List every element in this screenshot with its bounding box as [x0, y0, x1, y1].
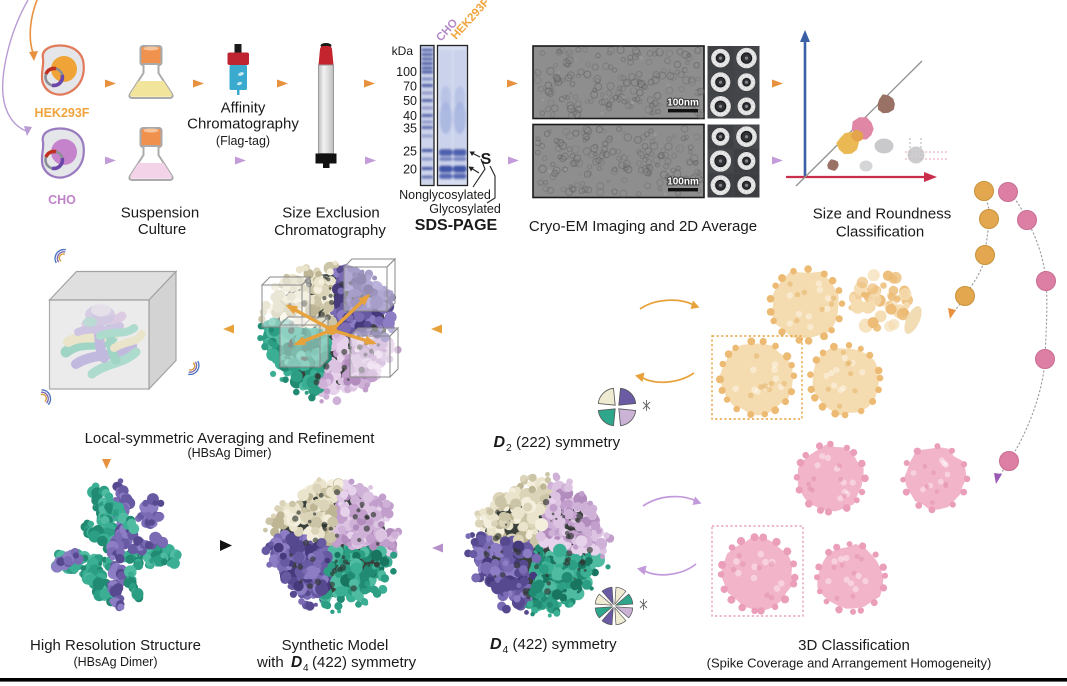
svg-text:20: 20 — [403, 163, 417, 177]
svg-text:50: 50 — [403, 94, 417, 108]
svg-text:70: 70 — [403, 80, 417, 94]
svg-text:100nm: 100nm — [667, 177, 699, 188]
svg-text:100: 100 — [396, 65, 417, 79]
svg-text:Nonglycosylated: Nonglycosylated — [399, 188, 491, 202]
svg-text:Culture: Culture — [138, 221, 186, 238]
svg-text:D: D — [494, 434, 506, 451]
svg-text:High Resolution Structure: High Resolution Structure — [30, 637, 201, 654]
svg-text:D: D — [291, 654, 302, 671]
svg-text:4: 4 — [303, 663, 309, 674]
svg-text:(HBsAg Dimer): (HBsAg Dimer) — [187, 446, 271, 460]
svg-text:(422) symmetry: (422) symmetry — [513, 636, 618, 653]
svg-text:SDS-PAGE: SDS-PAGE — [415, 217, 498, 234]
svg-text:D: D — [490, 636, 502, 653]
svg-text:(Flag-tag): (Flag-tag) — [216, 134, 270, 148]
svg-text:(222) symmetry: (222) symmetry — [516, 434, 621, 451]
svg-text:35: 35 — [403, 122, 417, 136]
svg-text:100nm: 100nm — [667, 98, 699, 109]
svg-text:Cryo-EM Imaging and 2D Average: Cryo-EM Imaging and 2D Average — [529, 218, 757, 235]
svg-text:S: S — [481, 151, 492, 168]
svg-text:(Spike Coverage and Arrangemen: (Spike Coverage and Arrangement Homogene… — [707, 656, 992, 671]
svg-text:(HBsAg Dimer): (HBsAg Dimer) — [73, 655, 157, 669]
svg-text:Chromatography: Chromatography — [187, 116, 299, 133]
svg-text:CHO: CHO — [48, 193, 76, 207]
svg-text:40: 40 — [403, 109, 417, 123]
svg-text:Size Exclusion: Size Exclusion — [282, 205, 380, 222]
svg-text:(422) symmetry: (422) symmetry — [312, 654, 417, 671]
svg-text:Affinity: Affinity — [221, 100, 266, 117]
svg-text:25: 25 — [403, 145, 417, 159]
svg-text:Classification: Classification — [836, 224, 924, 241]
svg-text:3D Classification: 3D Classification — [798, 637, 910, 654]
svg-text:2: 2 — [506, 442, 512, 454]
svg-text:Local-symmetric Averaging and: Local-symmetric Averaging and Refinement — [85, 430, 376, 447]
svg-text:Chromatography: Chromatography — [274, 222, 386, 239]
svg-text:with: with — [256, 654, 284, 671]
svg-text:Size and Roundness: Size and Roundness — [813, 206, 951, 223]
svg-text:HEK293F: HEK293F — [35, 106, 90, 120]
svg-text:kDa: kDa — [392, 44, 414, 58]
svg-text:Suspension: Suspension — [121, 205, 199, 222]
svg-text:Glycosylated: Glycosylated — [429, 202, 501, 216]
svg-text:4: 4 — [503, 644, 509, 656]
svg-text:Synthetic Model: Synthetic Model — [282, 637, 389, 654]
